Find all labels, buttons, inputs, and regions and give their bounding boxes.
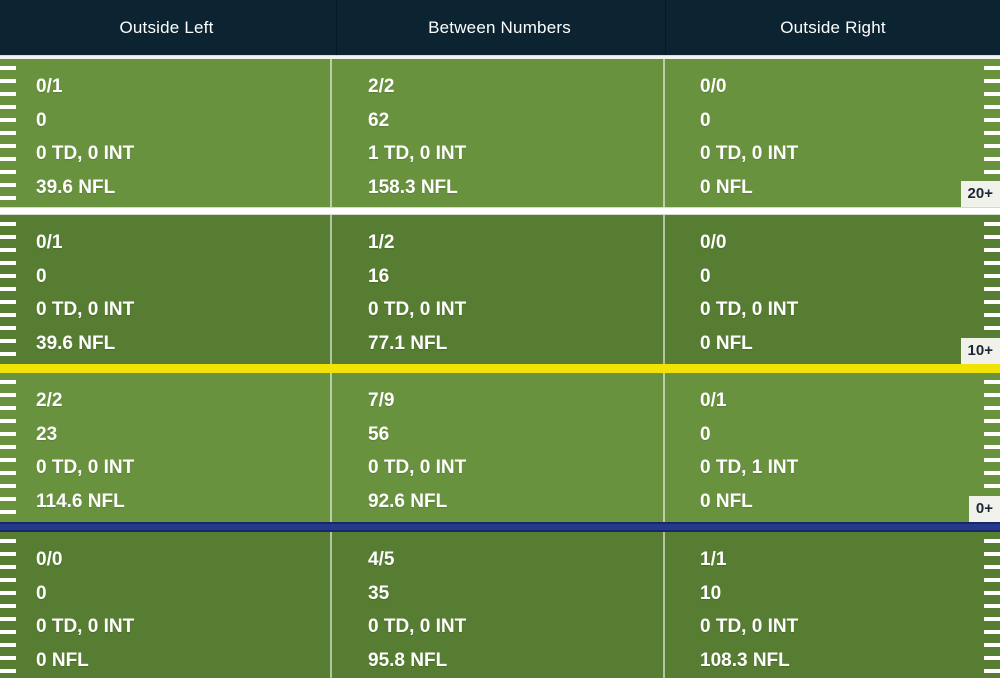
comp-att: 1/1 (700, 549, 727, 570)
nfl-rating: 0 NFL (700, 176, 753, 198)
comp-att: 0/1 (36, 76, 63, 97)
zone-row-20plus: 0/1 0 0 TD, 0 INT 39.6 NFL 2/2 62 1 TD, … (0, 59, 1000, 207)
field-hash-marks-right (984, 380, 1000, 519)
nfl-rating: 0 NFL (700, 332, 753, 354)
field-hash-marks-right (984, 539, 1000, 675)
field-hash-marks-left (0, 380, 16, 519)
td-int: 0 TD, 0 INT (368, 457, 467, 478)
comp-att: 7/9 (368, 390, 395, 411)
field-hash-marks-right (984, 222, 1000, 361)
column-header-between-numbers: Between Numbers (428, 17, 571, 37)
td-int: 0 TD, 0 INT (36, 616, 135, 637)
zone-row-0plus: 2/2 23 0 TD, 0 INT 114.6 NFL 7/9 56 0 TD… (0, 373, 1000, 522)
column-header-outside-right: Outside Right (780, 17, 886, 37)
comp-att: 2/2 (368, 76, 395, 97)
yardline-20-separator (0, 207, 1000, 215)
field-hash-marks-left (0, 539, 16, 675)
stat-cell: 1/2 16 0 TD, 0 INT 77.1 NFL (368, 215, 466, 364)
nfl-rating: 0 NFL (700, 490, 753, 512)
field-hash-marks-left (0, 222, 16, 361)
td-int: 0 TD, 1 INT (700, 457, 799, 478)
header-divider (665, 0, 666, 55)
column-divider (330, 59, 332, 207)
comp-att: 0/0 (700, 76, 727, 97)
td-int: 0 TD, 0 INT (368, 299, 467, 320)
nfl-rating: 77.1 NFL (368, 332, 448, 354)
td-int: 0 TD, 0 INT (36, 143, 135, 164)
td-int: 0 TD, 0 INT (700, 143, 799, 164)
zone-row-behind-line: 0/0 0 0 TD, 0 INT 0 NFL 4/5 35 0 TD, 0 I… (0, 532, 1000, 678)
yardline-10-separator (0, 364, 1000, 373)
comp-att: 2/2 (36, 390, 63, 411)
nfl-rating: 108.3 NFL (700, 649, 790, 671)
yards: 56 (368, 423, 390, 445)
yards: 0 (36, 265, 47, 287)
stat-cell: 4/5 35 0 TD, 0 INT 95.8 NFL (368, 532, 466, 678)
yardline-badge-20plus: 20+ (960, 181, 1000, 207)
td-int: 0 TD, 0 INT (36, 299, 135, 320)
yards: 16 (368, 265, 390, 287)
nfl-rating: 92.6 NFL (368, 490, 448, 512)
comp-att: 0/0 (36, 549, 63, 570)
column-divider (330, 215, 332, 364)
column-divider (663, 532, 665, 678)
td-int: 0 TD, 0 INT (368, 616, 467, 637)
yards: 0 (36, 109, 47, 131)
comp-att: 0/1 (700, 390, 727, 411)
field-hash-marks-right (984, 66, 1000, 204)
yards: 10 (700, 582, 722, 604)
column-header-outside-left: Outside Left (119, 17, 214, 37)
comp-att: 0/1 (36, 232, 63, 253)
nfl-rating: 39.6 NFL (36, 176, 116, 198)
stat-cell: 2/2 23 0 TD, 0 INT 114.6 NFL (36, 373, 134, 522)
column-divider (663, 215, 665, 364)
stat-cell: 0/1 0 0 TD, 1 INT 0 NFL (700, 373, 798, 522)
field-hash-marks-left (0, 66, 16, 204)
yardline-badge-0plus: 0+ (968, 496, 1000, 522)
header-divider (336, 0, 337, 55)
yards: 0 (700, 265, 711, 287)
column-divider (663, 59, 665, 207)
comp-att: 1/2 (368, 232, 395, 253)
nfl-rating: 39.6 NFL (36, 332, 116, 354)
column-divider (663, 373, 665, 522)
td-int: 0 TD, 0 INT (700, 299, 799, 320)
yards: 35 (368, 582, 390, 604)
nfl-rating: 0 NFL (36, 649, 89, 671)
line-of-scrimmage-separator (0, 522, 1000, 532)
comp-att: 4/5 (368, 549, 395, 570)
stat-cell: 0/1 0 0 TD, 0 INT 39.6 NFL (36, 215, 134, 364)
stat-cell: 0/0 0 0 TD, 0 INT 0 NFL (700, 59, 798, 207)
yards: 0 (700, 109, 711, 131)
zone-row-10plus: 0/1 0 0 TD, 0 INT 39.6 NFL 1/2 16 0 TD, … (0, 215, 1000, 364)
stat-cell: 0/0 0 0 TD, 0 INT 0 NFL (36, 532, 134, 678)
stat-cell: 0/0 0 0 TD, 0 INT 0 NFL (700, 215, 798, 364)
stat-cell: 7/9 56 0 TD, 0 INT 92.6 NFL (368, 373, 466, 522)
column-divider (330, 532, 332, 678)
yards: 0 (36, 582, 47, 604)
stat-cell: 0/1 0 0 TD, 0 INT 39.6 NFL (36, 59, 134, 207)
yards: 23 (36, 423, 58, 445)
column-header-bar: Outside Left Between Numbers Outside Rig… (0, 0, 1000, 55)
nfl-rating: 114.6 NFL (36, 490, 125, 512)
yards: 0 (700, 423, 711, 445)
td-int: 0 TD, 0 INT (36, 457, 135, 478)
yards: 62 (368, 109, 390, 131)
td-int: 1 TD, 0 INT (368, 143, 467, 164)
stat-cell: 2/2 62 1 TD, 0 INT 158.3 NFL (368, 59, 466, 207)
comp-att: 0/0 (700, 232, 727, 253)
nfl-rating: 95.8 NFL (368, 649, 448, 671)
column-divider (330, 373, 332, 522)
header-gap-line (0, 55, 1000, 60)
stat-cell: 1/1 10 0 TD, 0 INT 108.3 NFL (700, 532, 798, 678)
yardline-badge-10plus: 10+ (960, 338, 1000, 364)
td-int: 0 TD, 0 INT (700, 616, 799, 637)
nfl-rating: 158.3 NFL (368, 176, 458, 198)
